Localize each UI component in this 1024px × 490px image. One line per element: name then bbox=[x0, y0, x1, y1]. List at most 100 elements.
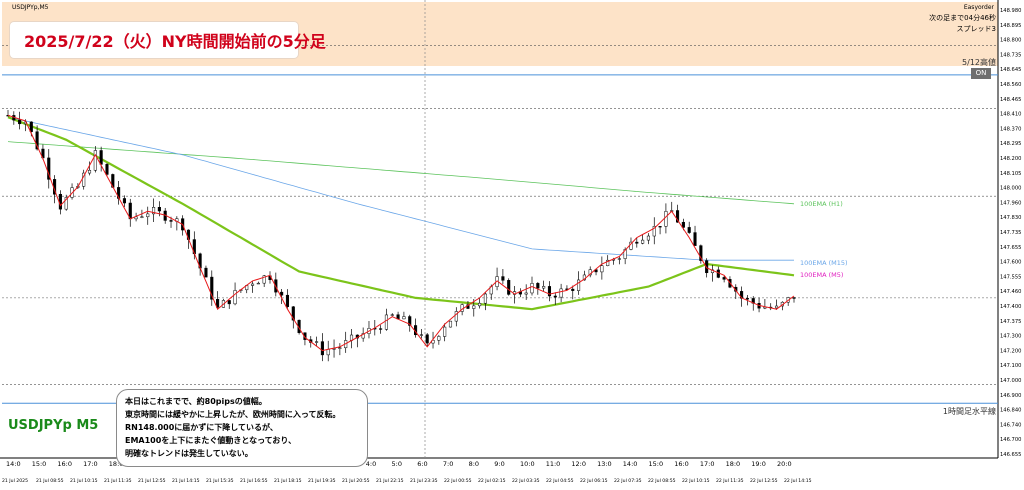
candle-body bbox=[792, 297, 796, 299]
candle-body bbox=[658, 226, 662, 228]
candle-body bbox=[536, 283, 540, 289]
note-line-2: 東京時間には緩やかに上昇したが、欧州時間に入って反転。 bbox=[125, 410, 341, 419]
candle-body bbox=[82, 172, 86, 187]
y-tick-label: 147.375 bbox=[1000, 319, 1021, 325]
y-tick-label: 147.600 bbox=[1000, 260, 1021, 266]
x-tick-top: 13:0 bbox=[597, 460, 612, 468]
ema-lines bbox=[7, 116, 795, 311]
candle-body bbox=[140, 216, 144, 218]
candle-body bbox=[681, 221, 685, 228]
y-tick-label: 147.200 bbox=[1000, 348, 1021, 354]
x-tick-top: 8:0 bbox=[469, 460, 479, 468]
y-tick-label: 146.655 bbox=[1000, 452, 1021, 458]
y-tick-label: 147.960 bbox=[1000, 200, 1021, 206]
candle-body bbox=[646, 235, 650, 241]
y-tick-label: 148.560 bbox=[1000, 82, 1021, 88]
y-tick-label: 147.555 bbox=[1000, 274, 1021, 280]
x-tick-bottom: 21 Jul 20:55 bbox=[342, 478, 370, 484]
candle-body bbox=[594, 269, 598, 273]
note-line-4: EMA100を上下にまたぐ値動きとなっており、 bbox=[125, 436, 297, 445]
candle-body bbox=[687, 227, 691, 233]
x-tick-top: 9:0 bbox=[494, 460, 504, 468]
candle-body bbox=[635, 241, 639, 244]
price-axis-ticks: 148.980 148.895 148.800 148.735 148.645 148.5… bbox=[1000, 8, 1021, 458]
x-tick-bottom: 21 Jul 11:35 bbox=[104, 478, 132, 484]
candles bbox=[6, 110, 796, 362]
candle-body bbox=[483, 293, 487, 304]
y-tick-label: 148.895 bbox=[1000, 23, 1021, 29]
x-tick-bottom: 21 Jul 19:35 bbox=[308, 478, 336, 484]
candle-body bbox=[454, 311, 458, 322]
x-tick-bottom: 22 Jul 04:55 bbox=[546, 478, 574, 484]
note-line-3: RN148.000に届かずに下降しているが、 bbox=[125, 423, 278, 432]
ema-m5-label: 100EMA (M5) bbox=[800, 271, 843, 279]
y-tick-label: 147.735 bbox=[1000, 230, 1021, 236]
candle-body bbox=[326, 349, 330, 356]
candle-body bbox=[507, 280, 511, 295]
x-tick-top: 4:0 bbox=[366, 460, 376, 468]
candle-body bbox=[58, 193, 62, 210]
symbol-tab: USDJPYp,M5 bbox=[12, 4, 49, 11]
x-tick-bottom: 22 Jul 02:15 bbox=[478, 478, 506, 484]
y-tick-label: 147.000 bbox=[1000, 378, 1021, 384]
candle-body bbox=[227, 300, 231, 305]
candle-body bbox=[64, 197, 68, 210]
x-tick-top: 14:0 bbox=[623, 460, 638, 468]
candle-body bbox=[699, 245, 703, 261]
candle-body bbox=[87, 169, 92, 174]
candle-body bbox=[93, 150, 97, 171]
candle-body bbox=[315, 341, 319, 343]
top-right-line-3: スプレッド3 bbox=[957, 25, 996, 33]
note-line-5: 明確なトレンドは発生していない。 bbox=[125, 449, 253, 458]
x-tick-top: 5:0 bbox=[392, 460, 402, 468]
candle-body bbox=[437, 336, 441, 341]
y-tick-label: 148.800 bbox=[1000, 38, 1021, 44]
note-callout: 本日はこれまでで、約80pipsの値幅。 東京時間には緩やかに上昇したが、欧州時… bbox=[116, 389, 368, 467]
y-tick-label: 148.000 bbox=[1000, 186, 1021, 192]
y-tick-label: 147.655 bbox=[1000, 245, 1021, 251]
y-tick-label: 147.400 bbox=[1000, 304, 1021, 310]
x-tick-top: 16:0 bbox=[57, 460, 72, 468]
on-button[interactable]: ON bbox=[971, 68, 991, 79]
y-tick-label: 148.980 bbox=[1000, 8, 1021, 14]
candle-body bbox=[478, 302, 482, 307]
candle-body bbox=[443, 326, 447, 337]
x-tick-bottom: 21 Jul 10:15 bbox=[70, 478, 98, 484]
x-tick-top: 14:0 bbox=[6, 460, 21, 468]
x-tick-top: 15:0 bbox=[649, 460, 664, 468]
candle-body bbox=[600, 265, 604, 273]
title-box: 2025/7/22（火）NY時間開始前の5分足 bbox=[10, 22, 326, 58]
x-tick-top: 7:0 bbox=[443, 460, 453, 468]
candle-body bbox=[553, 295, 557, 298]
candle-body bbox=[146, 213, 150, 218]
candle-body bbox=[530, 283, 534, 294]
x-tick-top: 17:0 bbox=[83, 460, 98, 468]
x-tick-bottom: 21 Jul 16:55 bbox=[240, 478, 268, 484]
candle-body bbox=[216, 299, 220, 308]
candle-body bbox=[47, 157, 51, 180]
candle-body bbox=[524, 292, 528, 295]
chart-title: 2025/7/22（火）NY時間開始前の5分足 bbox=[24, 32, 326, 51]
x-tick-bottom: 22 Jul 12:55 bbox=[750, 478, 778, 484]
y-tick-label: 148.465 bbox=[1000, 97, 1021, 103]
x-tick-bottom: 21 Jul 15:35 bbox=[206, 478, 234, 484]
candle-body bbox=[361, 333, 365, 339]
candle-body bbox=[577, 279, 581, 291]
ema-m5-line bbox=[7, 116, 795, 311]
x-tick-top: 20:0 bbox=[777, 460, 792, 468]
x-tick-top: 15:0 bbox=[32, 460, 47, 468]
y-tick-label: 148.735 bbox=[1000, 52, 1021, 58]
y-tick-label: 147.460 bbox=[1000, 289, 1021, 295]
symbol-label: USDJPYp M5 bbox=[8, 418, 99, 433]
candle-body bbox=[291, 306, 295, 321]
x-tick-bottom: 21 Jul 14:15 bbox=[172, 478, 200, 484]
x-tick-bottom: 21 Jul 18:15 bbox=[274, 478, 302, 484]
y-tick-label: 146.900 bbox=[1000, 393, 1021, 399]
top-right-line-1: Easyorder bbox=[964, 4, 995, 11]
ema-m15-line bbox=[7, 116, 794, 261]
candle-body bbox=[571, 288, 575, 291]
candle-body bbox=[233, 290, 237, 305]
candle-body bbox=[408, 316, 412, 326]
candle-body bbox=[280, 291, 284, 296]
x-tick-top: 11:0 bbox=[546, 460, 561, 468]
